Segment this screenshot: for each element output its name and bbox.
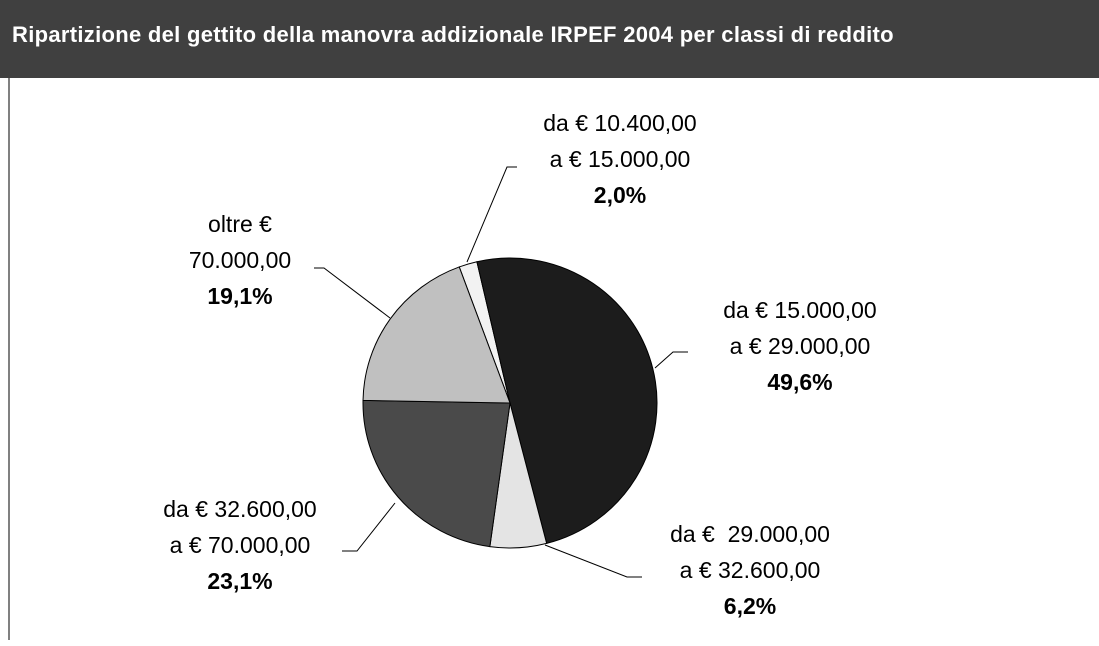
slice-label: da € 10.400,00	[543, 110, 696, 136]
slice-label: da € 15.000,00	[723, 297, 876, 323]
slice-label: 70.000,00	[189, 247, 291, 273]
slice-label: a € 29.000,00	[730, 333, 871, 359]
slice-label: a € 15.000,00	[550, 146, 691, 172]
pie-slice	[476, 257, 658, 545]
title-bar	[0, 0, 1099, 78]
pie-slice	[362, 399, 511, 548]
slice-label: da € 32.600,00	[163, 496, 316, 522]
leader-line	[544, 544, 642, 578]
leader-line	[314, 267, 391, 319]
pie-slice	[362, 266, 511, 404]
value-label: 2,0%	[594, 182, 646, 208]
value-label: 6,2%	[724, 593, 776, 619]
chart-title: Ripartizione del gettito della manovra a…	[12, 22, 894, 47]
value-label: 49,6%	[767, 369, 832, 395]
slice-label: a € 32.600,00	[680, 557, 821, 583]
value-label: 23,1%	[207, 568, 272, 594]
leader-line	[654, 351, 688, 369]
value-label: 19,1%	[207, 283, 272, 309]
leader-line	[466, 166, 517, 263]
leader-line	[342, 502, 396, 552]
slice-label: oltre €	[208, 211, 272, 237]
slice-label: a € 70.000,00	[170, 532, 311, 558]
slice-label: da € 29.000,00	[670, 521, 830, 547]
